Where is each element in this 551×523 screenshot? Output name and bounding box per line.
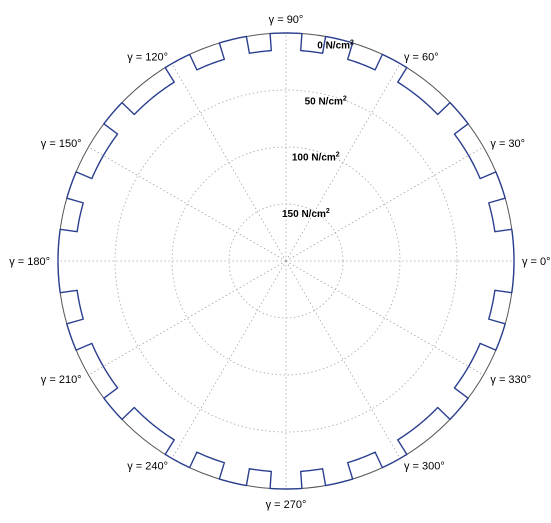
- radial-tick-label: 50 N/cm2: [305, 96, 347, 108]
- angle-label: γ = 180°: [9, 256, 50, 268]
- grid-ring: [114, 89, 458, 433]
- radial-tick-superscript: 2: [343, 96, 347, 103]
- angle-labels: γ = 0° γ = 30° γ = 60° γ = 90° γ = 120° γ = 1…: [9, 14, 550, 511]
- series-line: [57, 32, 515, 490]
- angle-label: γ = 120°: [127, 52, 168, 64]
- angle-label: γ = 240°: [127, 460, 168, 472]
- angle-label: γ = 300°: [404, 460, 445, 472]
- polar-grid: [57, 32, 515, 490]
- radial-tick-superscript: 2: [336, 152, 340, 159]
- radial-tick-label: 0 N/cm2: [317, 40, 354, 52]
- radial-labels: 0 N/cm2 50 N/cm2 100 N/cm2 150 N/cm2: [282, 40, 354, 220]
- angle-label: γ = 0°: [522, 256, 551, 268]
- radial-tick-label: 100 N/cm2: [292, 152, 340, 164]
- angle-label: γ = 270°: [266, 499, 307, 511]
- angle-label: γ = 330°: [490, 374, 531, 386]
- angle-label: γ = 210°: [41, 374, 82, 386]
- grid-ring: [171, 146, 401, 376]
- radial-tick-superscript: 2: [326, 208, 330, 215]
- angle-label: γ = 30°: [490, 138, 525, 150]
- angle-label: γ = 60°: [404, 52, 439, 64]
- grid-spoke: [285, 146, 484, 262]
- grid-spoke: [285, 260, 401, 459]
- grid-spoke: [285, 260, 484, 376]
- grid-spoke: [88, 260, 287, 376]
- radial-tick-superscript: 2: [350, 40, 354, 47]
- grid-spoke: [171, 260, 287, 459]
- series-layer: [57, 32, 515, 490]
- grid-ring: [228, 203, 344, 319]
- angle-label: γ = 150°: [41, 138, 82, 150]
- angle-label: γ = 90°: [269, 14, 304, 26]
- radial-tick-label: 150 N/cm2: [282, 208, 330, 220]
